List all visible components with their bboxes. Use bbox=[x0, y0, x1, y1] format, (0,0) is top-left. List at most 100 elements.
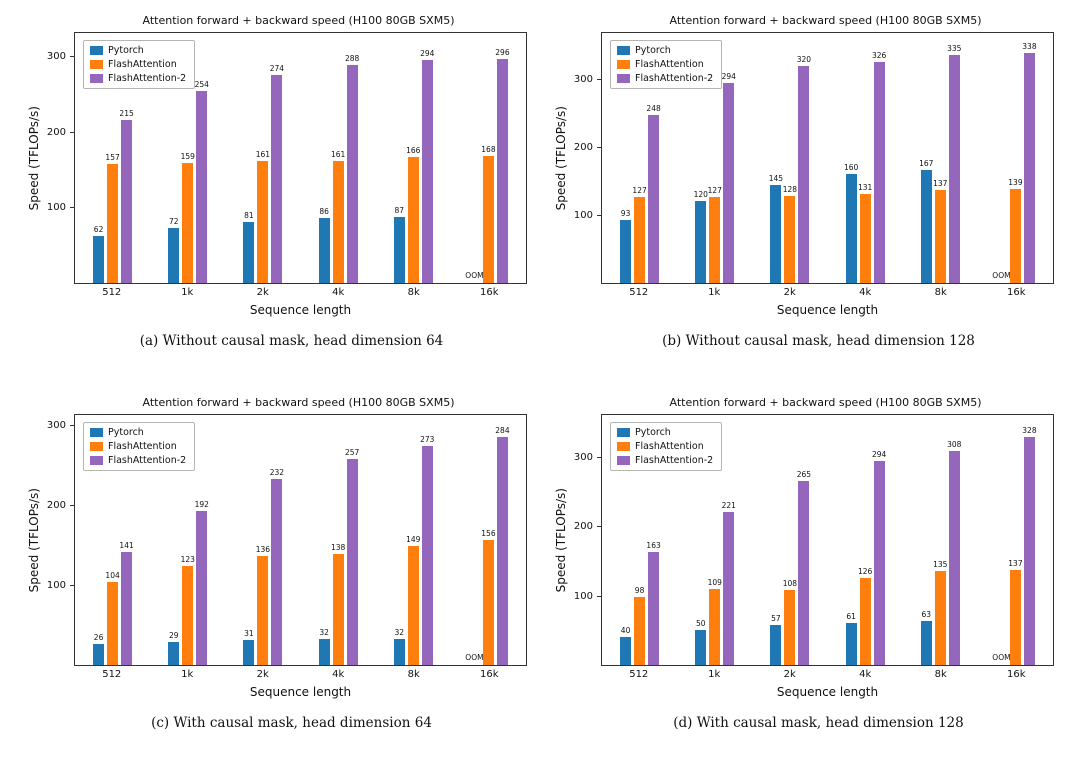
bar bbox=[107, 581, 119, 665]
bar-column: 136 bbox=[256, 415, 270, 665]
bar-value-label: 127 bbox=[632, 185, 647, 195]
bar-column: 86 bbox=[318, 33, 331, 283]
bar-column: 137 bbox=[1008, 415, 1023, 665]
bar-column: 40 bbox=[619, 415, 632, 665]
bar-value-label: 157 bbox=[105, 153, 120, 163]
bar-value-label: 123 bbox=[180, 555, 195, 565]
bar bbox=[770, 184, 782, 283]
bar bbox=[948, 55, 960, 283]
y-tick-mark bbox=[70, 131, 74, 133]
bar-value-label: 257 bbox=[344, 448, 360, 458]
bar-column: 284 bbox=[495, 415, 510, 665]
x-tick-label: 512 bbox=[629, 287, 649, 298]
x-tick-label: 2k bbox=[256, 669, 269, 680]
bar bbox=[332, 161, 344, 283]
legend-swatch bbox=[617, 456, 630, 465]
bar-group: 167 137 335 bbox=[903, 33, 978, 283]
bar-value-label: 32 bbox=[394, 628, 405, 638]
bar-value-label: 166 bbox=[406, 146, 421, 156]
bar-column: 57 bbox=[769, 415, 782, 665]
bar bbox=[496, 58, 508, 283]
chart-d: Attention forward + backward speed (H100… bbox=[553, 396, 1054, 772]
legend: Pytorch FlashAttention FlashAttention-2 bbox=[83, 422, 196, 471]
x-tick-label: 8k bbox=[934, 287, 947, 298]
bar-column: 135 bbox=[933, 415, 947, 665]
bar-group: 50 109 221 bbox=[677, 415, 752, 665]
y-tick-label: 300 bbox=[46, 419, 66, 431]
bar-column: 104 bbox=[105, 415, 120, 665]
bar bbox=[1009, 569, 1021, 665]
bar bbox=[1023, 437, 1035, 665]
bar-column: 160 bbox=[844, 33, 858, 283]
bar bbox=[257, 556, 269, 665]
bar bbox=[182, 162, 194, 283]
y-tick-mark bbox=[70, 584, 74, 586]
legend: Pytorch FlashAttention FlashAttention-2 bbox=[610, 40, 723, 89]
bar-column: 296 bbox=[495, 33, 510, 283]
legend-item: FlashAttention-2 bbox=[617, 73, 713, 84]
bar-column: 149 bbox=[406, 415, 420, 665]
y-axis: 100 200 300 bbox=[569, 32, 601, 284]
bar-value-label: 168 bbox=[481, 144, 496, 154]
bar-value-label: 288 bbox=[344, 53, 360, 63]
bar-column: OOM bbox=[465, 415, 483, 665]
bar-group: OOM 139 338 bbox=[978, 33, 1053, 283]
bar bbox=[648, 551, 660, 665]
bar bbox=[709, 589, 721, 665]
x-tick-label: 4k bbox=[859, 287, 872, 298]
bar-column: OOM bbox=[465, 33, 483, 283]
x-tick-label: 8k bbox=[407, 669, 420, 680]
bar-column: 338 bbox=[1022, 33, 1037, 283]
bar-column: 265 bbox=[797, 415, 811, 665]
bar bbox=[421, 446, 433, 665]
bar-group: 63 135 308 bbox=[903, 415, 978, 665]
bar-column: 120 bbox=[694, 33, 708, 283]
subfigure-caption: (b) Without causal mask, head dimension … bbox=[662, 333, 975, 349]
legend-label: FlashAttention bbox=[635, 441, 704, 452]
legend-swatch bbox=[617, 428, 630, 437]
bar-column: 109 bbox=[708, 415, 722, 665]
legend-swatch bbox=[90, 60, 103, 69]
bar-column: 32 bbox=[318, 415, 331, 665]
bar-group: 62 157 215 bbox=[75, 33, 150, 283]
bar bbox=[482, 540, 494, 665]
bar-group: 160 131 326 bbox=[828, 33, 903, 283]
x-axis: 512 1k 2k 4k 8k 16k bbox=[74, 669, 527, 684]
bar-group: OOM 168 296 bbox=[451, 33, 526, 283]
bar-group: 86 161 288 bbox=[301, 33, 376, 283]
bar-value-label: 98 bbox=[634, 585, 645, 595]
bar-group: 120 127 294 bbox=[677, 33, 752, 283]
bar-group: 61 126 294 bbox=[828, 415, 903, 665]
bar-value-label: 320 bbox=[796, 54, 812, 64]
bar-column: 29 bbox=[167, 415, 180, 665]
chart-b: Attention forward + backward speed (H100… bbox=[553, 14, 1054, 390]
bar bbox=[93, 644, 105, 665]
x-tick-label: 2k bbox=[783, 669, 796, 680]
bar-value-label: 296 bbox=[495, 47, 510, 57]
bar bbox=[648, 114, 660, 283]
bar-groups: 40 98 163 50 109 221 57 108 265 61 126 294 63 135 308 O… bbox=[602, 415, 1053, 665]
bar bbox=[271, 479, 283, 665]
bar-column: 161 bbox=[256, 33, 270, 283]
legend-item: Pytorch bbox=[617, 45, 713, 56]
bar-column: 335 bbox=[947, 33, 961, 283]
plot-wrap: Speed (TFLOPs/s) 100 200 300 Pytorch FlashA… bbox=[26, 32, 527, 317]
bar-value-label: 141 bbox=[119, 541, 134, 551]
bar-value-label: 137 bbox=[933, 178, 948, 188]
bar-group: 31 136 232 bbox=[225, 415, 300, 665]
oom-label: OOM bbox=[992, 271, 1011, 280]
bar bbox=[634, 196, 646, 283]
x-tick-label: 512 bbox=[629, 669, 649, 680]
bar-column: 328 bbox=[1022, 415, 1037, 665]
legend-item: FlashAttention-2 bbox=[617, 455, 713, 466]
legend-swatch bbox=[90, 46, 103, 55]
x-tick-label: 2k bbox=[256, 287, 269, 298]
bar-value-label: 163 bbox=[646, 540, 661, 550]
bar-value-label: 57 bbox=[771, 614, 781, 624]
x-tick-label: 512 bbox=[102, 669, 122, 680]
bar bbox=[346, 64, 358, 283]
bar bbox=[784, 590, 796, 665]
y-axis: 100 200 300 bbox=[569, 414, 601, 666]
legend-swatch bbox=[617, 442, 630, 451]
bar-value-label: 294 bbox=[871, 449, 887, 459]
